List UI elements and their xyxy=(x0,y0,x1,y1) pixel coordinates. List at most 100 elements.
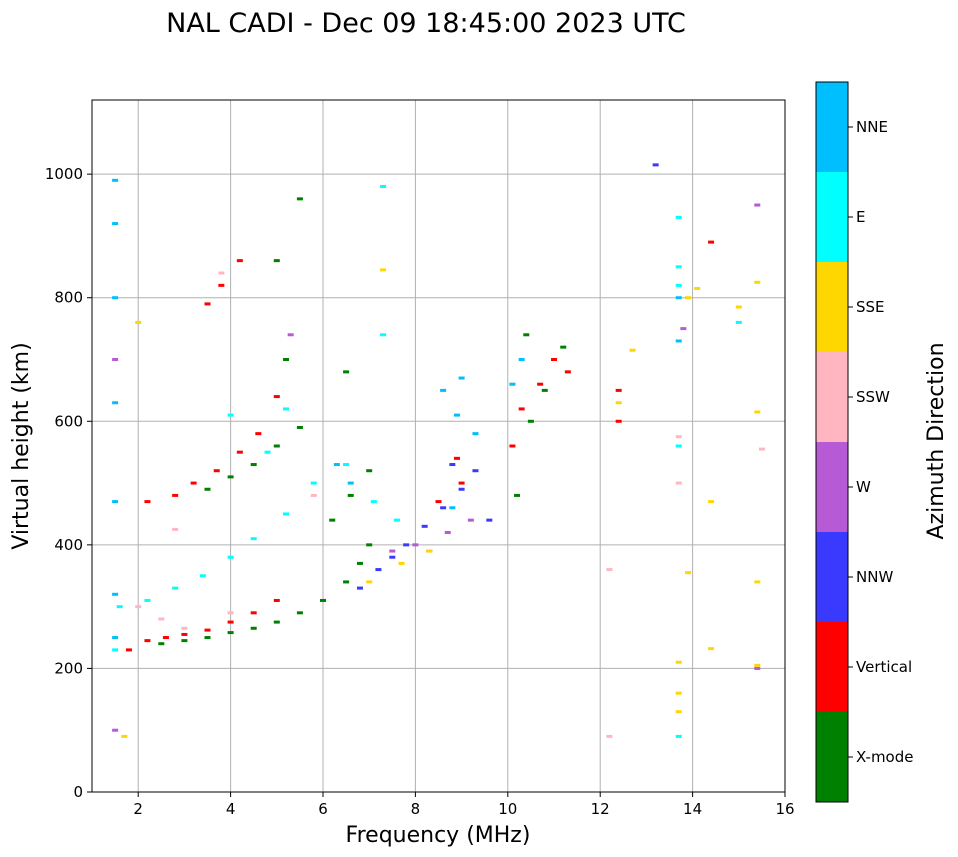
data-point xyxy=(287,333,294,337)
colorbar-tick-label: Vertical xyxy=(856,658,912,676)
data-point xyxy=(675,444,682,448)
data-point xyxy=(708,647,715,651)
data-point xyxy=(694,286,701,290)
data-point xyxy=(273,395,280,399)
x-tick-label: 16 xyxy=(775,800,794,818)
data-point xyxy=(509,444,516,448)
colorbar-tick-label: X-mode xyxy=(856,748,913,766)
colorbar-segment xyxy=(816,172,848,262)
data-point xyxy=(112,222,119,226)
chart-title: NAL CADI - Dec 09 18:45:00 2023 UTC xyxy=(166,8,686,39)
colorbar-segment xyxy=(816,262,848,352)
data-point xyxy=(375,568,382,572)
data-point xyxy=(680,327,687,331)
data-point xyxy=(218,271,225,275)
data-point xyxy=(227,413,234,417)
series-nne xyxy=(112,178,682,640)
data-point xyxy=(523,333,530,337)
data-point xyxy=(333,463,340,467)
data-point xyxy=(412,543,419,547)
data-point xyxy=(403,543,410,547)
data-point xyxy=(204,636,211,640)
data-point xyxy=(421,524,428,528)
data-point xyxy=(684,571,691,575)
data-point xyxy=(754,410,761,414)
data-point xyxy=(255,432,262,436)
data-point xyxy=(172,493,179,497)
data-point xyxy=(264,450,271,454)
data-point xyxy=(343,370,350,374)
data-point xyxy=(537,382,544,386)
colorbar-segment xyxy=(816,622,848,712)
data-point xyxy=(615,388,622,392)
data-point xyxy=(112,592,119,596)
data-point xyxy=(675,265,682,269)
colorbar-tick-label: SSE xyxy=(856,298,885,316)
colorbar-segment xyxy=(816,82,848,172)
colorbar-tick-label: E xyxy=(856,208,865,226)
data-point xyxy=(366,543,373,547)
x-tick-label: 4 xyxy=(226,800,236,818)
x-tick-label: 2 xyxy=(133,800,143,818)
data-point xyxy=(125,648,132,652)
series-x-mode xyxy=(158,197,567,646)
data-point xyxy=(615,419,622,423)
data-point xyxy=(467,518,474,522)
data-point xyxy=(458,376,465,380)
data-point xyxy=(347,493,354,497)
y-tick-label: 1000 xyxy=(45,165,83,183)
data-point xyxy=(112,401,119,405)
series-vertical xyxy=(125,240,715,652)
series-ssw xyxy=(135,271,765,738)
data-point xyxy=(652,163,659,167)
series-w xyxy=(112,203,761,732)
data-point xyxy=(675,435,682,439)
data-point xyxy=(514,493,521,497)
data-point xyxy=(675,215,682,219)
colorbar-segment xyxy=(816,442,848,532)
data-point xyxy=(296,611,303,615)
plot-frame xyxy=(91,99,786,793)
colorbar-segment xyxy=(816,352,848,442)
data-point xyxy=(606,568,613,572)
data-point xyxy=(190,481,197,485)
data-point xyxy=(112,500,119,504)
data-point xyxy=(112,178,119,182)
data-point xyxy=(380,333,387,337)
data-point xyxy=(121,734,128,738)
data-point xyxy=(283,358,290,361)
y-axis-ticks: 0 200 400 600 800 1000 xyxy=(45,165,92,801)
data-point xyxy=(675,710,682,714)
data-point xyxy=(675,296,682,300)
data-point xyxy=(144,598,151,602)
data-point xyxy=(250,611,257,615)
data-point xyxy=(754,203,761,207)
data-point xyxy=(273,620,280,624)
x-axis-label: Frequency (MHz) xyxy=(346,823,531,848)
data-point xyxy=(283,407,290,411)
data-point xyxy=(551,358,557,361)
data-point xyxy=(162,636,169,640)
data-point xyxy=(273,598,280,602)
data-point xyxy=(564,370,571,374)
colorbar-segment xyxy=(816,532,848,622)
data-point xyxy=(449,506,456,510)
data-point xyxy=(236,259,243,263)
data-point xyxy=(181,626,188,630)
x-tick-label: 14 xyxy=(683,800,702,818)
data-point xyxy=(227,620,234,624)
data-point xyxy=(560,345,567,349)
data-point xyxy=(158,617,165,621)
data-point xyxy=(675,660,682,664)
data-point xyxy=(204,302,211,306)
data-point xyxy=(204,628,211,632)
data-point xyxy=(754,580,761,584)
colorbar-tick-label: NNE xyxy=(856,118,888,136)
data-point xyxy=(213,469,220,473)
x-tick-label: 10 xyxy=(498,800,517,818)
data-point xyxy=(615,401,622,405)
data-point xyxy=(366,469,373,473)
data-point xyxy=(509,382,516,386)
data-point xyxy=(675,339,682,343)
